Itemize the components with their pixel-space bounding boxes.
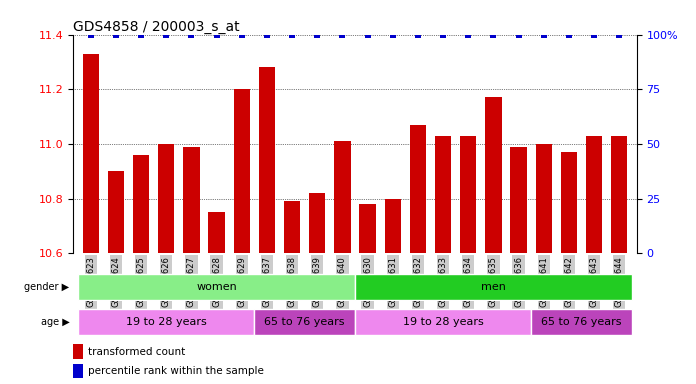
Bar bbox=[355, 309, 531, 334]
Bar bbox=[78, 274, 355, 300]
Bar bbox=[234, 89, 250, 253]
Point bbox=[236, 31, 247, 38]
Point bbox=[362, 31, 373, 38]
Point bbox=[538, 31, 549, 38]
Point bbox=[337, 31, 348, 38]
Bar bbox=[334, 141, 351, 253]
Text: transformed count: transformed count bbox=[88, 347, 185, 357]
Bar bbox=[73, 364, 84, 378]
Text: percentile rank within the sample: percentile rank within the sample bbox=[88, 366, 264, 376]
Text: 65 to 76 years: 65 to 76 years bbox=[541, 316, 622, 327]
Bar bbox=[531, 309, 632, 334]
Bar bbox=[460, 136, 476, 253]
Point bbox=[186, 31, 197, 38]
Bar bbox=[535, 144, 552, 253]
Bar bbox=[73, 344, 84, 359]
Bar bbox=[83, 54, 99, 253]
Text: 19 to 28 years: 19 to 28 years bbox=[126, 316, 207, 327]
Point bbox=[438, 31, 449, 38]
Bar bbox=[410, 125, 426, 253]
Bar bbox=[183, 147, 200, 253]
Bar bbox=[254, 309, 355, 334]
Bar bbox=[435, 136, 451, 253]
Text: age ▶: age ▶ bbox=[41, 316, 70, 327]
Text: GDS4858 / 200003_s_at: GDS4858 / 200003_s_at bbox=[73, 20, 239, 33]
Bar bbox=[384, 199, 401, 253]
Bar bbox=[158, 144, 175, 253]
Bar bbox=[108, 171, 124, 253]
Point bbox=[110, 31, 121, 38]
Text: gender ▶: gender ▶ bbox=[24, 282, 70, 292]
Bar bbox=[359, 204, 376, 253]
Bar bbox=[485, 98, 502, 253]
Bar bbox=[510, 147, 527, 253]
Point bbox=[513, 31, 524, 38]
Point bbox=[211, 31, 222, 38]
Point bbox=[161, 31, 172, 38]
Point bbox=[136, 31, 147, 38]
Point bbox=[261, 31, 272, 38]
Point bbox=[563, 31, 574, 38]
Bar bbox=[78, 309, 254, 334]
Point bbox=[463, 31, 474, 38]
Bar bbox=[259, 68, 275, 253]
Point bbox=[488, 31, 499, 38]
Bar bbox=[284, 202, 300, 253]
Bar bbox=[561, 152, 577, 253]
Point bbox=[412, 31, 423, 38]
Point bbox=[387, 31, 398, 38]
Text: men: men bbox=[481, 282, 506, 292]
Point bbox=[614, 31, 625, 38]
Text: women: women bbox=[196, 282, 237, 292]
Text: 65 to 76 years: 65 to 76 years bbox=[264, 316, 345, 327]
Point bbox=[589, 31, 600, 38]
Point bbox=[312, 31, 323, 38]
Point bbox=[85, 31, 96, 38]
Bar bbox=[309, 193, 326, 253]
Bar bbox=[355, 274, 632, 300]
Text: 19 to 28 years: 19 to 28 years bbox=[403, 316, 484, 327]
Bar bbox=[133, 155, 149, 253]
Point bbox=[287, 31, 298, 38]
Bar bbox=[208, 212, 225, 253]
Bar bbox=[611, 136, 627, 253]
Bar bbox=[586, 136, 602, 253]
